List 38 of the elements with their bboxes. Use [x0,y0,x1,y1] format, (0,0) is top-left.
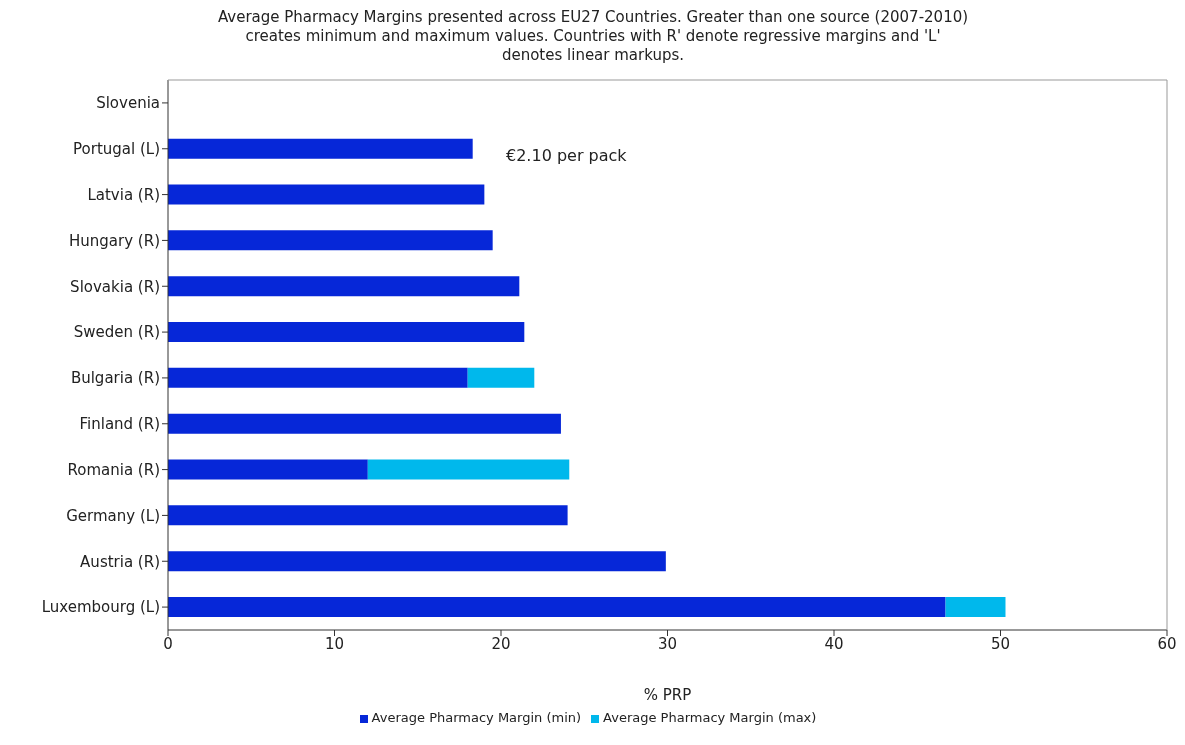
bar [168,597,946,617]
bar [467,367,535,388]
y-tick-label: Hungary (R) [69,231,160,250]
bar [168,413,561,434]
y-tick-label: Austria (R) [80,552,160,571]
y-tick-label: Slovakia (R) [70,277,160,296]
x-tick-label: 30 [657,634,678,653]
x-axis-title: % PRP [643,686,692,704]
x-tick-label: 40 [824,634,844,653]
x-tick-label: 0 [163,634,173,653]
x-tick-label: 10 [324,634,345,653]
x-tick-label: 50 [990,634,1011,653]
legend-label: Average Pharmacy Margin (min) [371,710,582,725]
y-tick-label: Sweden (R) [73,323,160,342]
bar [168,138,473,159]
bar [945,597,1006,617]
x-tick-label: 20 [491,634,511,653]
legend-label: Average Pharmacy Margin (max) [603,710,817,725]
bar [367,459,570,480]
bar [168,322,525,342]
y-tick-label: Portugal (L) [73,140,160,159]
y-tick-label: Finland (R) [79,415,160,434]
bar [168,367,468,388]
chart-title: Average Pharmacy Margins presented across EU27 Countries. Greater than one source (2007-2010) creates minimum and maximum values. Countries with R' denote regressive margins and 'L' denotes linear markups. [216,8,970,65]
y-tick-label: Bulgaria (R) [70,369,160,388]
y-tick-label: Romania (R) [67,460,160,479]
bar [168,184,485,205]
bar [168,505,568,526]
bar [168,276,520,297]
y-tick-label: Luxembourg (L) [41,598,160,617]
x-tick-label: 60 [1157,634,1177,653]
y-tick-label: Slovenia [96,94,160,113]
annotation: €2.10 per pack [506,146,627,165]
bar [168,459,368,480]
bar [168,551,666,572]
y-tick-label: Germany (L) [66,506,160,525]
y-tick-label: Latvia (R) [87,185,160,204]
bar [168,230,493,251]
